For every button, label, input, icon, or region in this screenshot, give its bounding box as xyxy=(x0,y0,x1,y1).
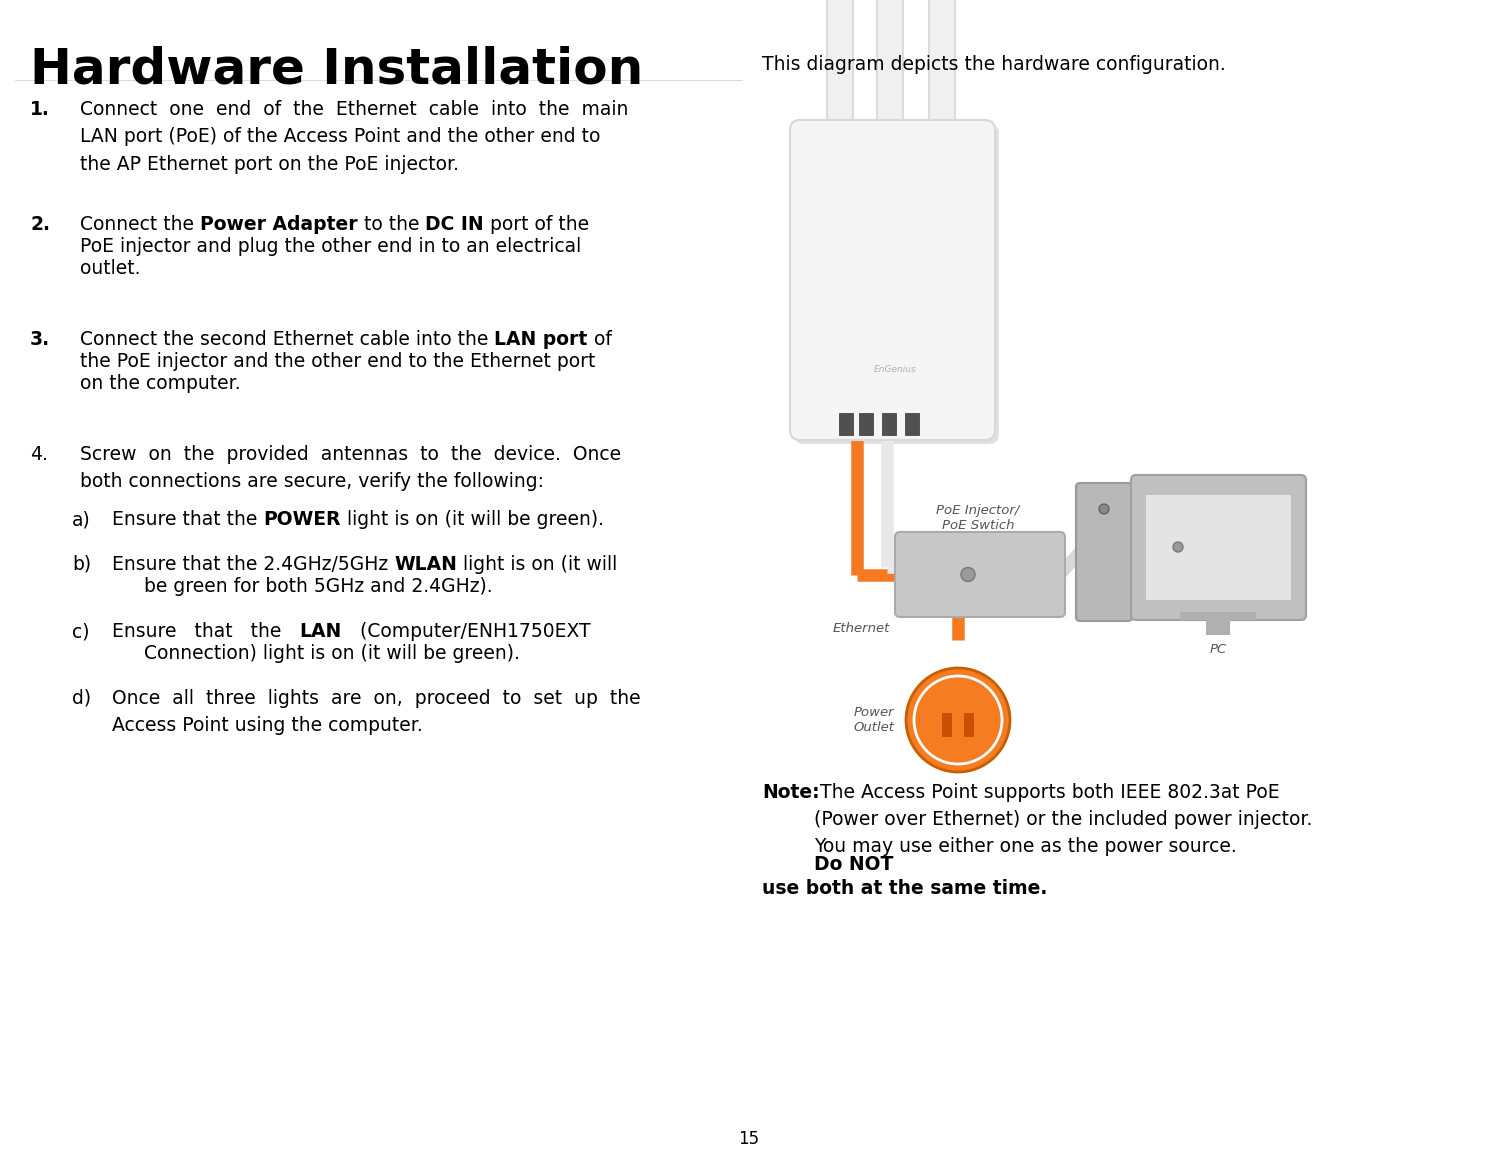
Text: 1.: 1. xyxy=(30,100,49,120)
Text: 4.: 4. xyxy=(30,445,48,464)
Text: This diagram depicts the hardware configuration.: This diagram depicts the hardware config… xyxy=(762,55,1225,74)
Circle shape xyxy=(1100,504,1109,515)
Text: Screw  on  the  provided  antennas  to  the  device.  Once
both connections are : Screw on the provided antennas to the de… xyxy=(79,445,622,491)
FancyBboxPatch shape xyxy=(1076,483,1132,621)
Text: 2.: 2. xyxy=(30,214,49,234)
Text: LAN port: LAN port xyxy=(494,331,587,349)
Text: Power
Outlet: Power Outlet xyxy=(852,706,894,734)
Text: Hardware Installation: Hardware Installation xyxy=(30,45,643,93)
FancyBboxPatch shape xyxy=(942,713,953,737)
Text: Ensure   that   the: Ensure that the xyxy=(112,622,300,641)
Text: light is on (it will: light is on (it will xyxy=(457,556,617,574)
FancyBboxPatch shape xyxy=(965,713,974,737)
Text: the PoE injector and the other end to the Ethernet port: the PoE injector and the other end to th… xyxy=(79,352,595,372)
Text: use both at the same time.: use both at the same time. xyxy=(762,879,1047,898)
Text: The Access Point supports both IEEE 802.3at PoE
(Power over Ethernet) or the inc: The Access Point supports both IEEE 802.… xyxy=(813,783,1312,857)
Text: be green for both 5GHz and 2.4GHz).: be green for both 5GHz and 2.4GHz). xyxy=(144,577,493,597)
Bar xyxy=(882,413,896,435)
Text: Ensure that the 2.4GHz/5GHz: Ensure that the 2.4GHz/5GHz xyxy=(112,556,394,574)
FancyBboxPatch shape xyxy=(794,124,999,444)
Bar xyxy=(858,413,873,435)
Text: PoE injector and plug the other end in to an electrical: PoE injector and plug the other end in t… xyxy=(79,237,581,255)
Text: outlet.: outlet. xyxy=(79,259,141,278)
FancyBboxPatch shape xyxy=(876,0,903,130)
Text: Note:: Note: xyxy=(762,783,819,802)
Bar xyxy=(1206,615,1230,635)
Text: port of the: port of the xyxy=(484,214,589,234)
FancyBboxPatch shape xyxy=(929,0,956,130)
Text: d): d) xyxy=(72,689,91,708)
Text: a): a) xyxy=(72,510,91,529)
Circle shape xyxy=(962,567,975,581)
Text: LAN: LAN xyxy=(300,622,342,641)
Text: WLAN: WLAN xyxy=(394,556,457,574)
Text: to the: to the xyxy=(358,214,425,234)
Text: Ensure that the: Ensure that the xyxy=(112,510,264,529)
Text: EnGenius: EnGenius xyxy=(873,366,917,375)
Text: Connect the: Connect the xyxy=(79,214,201,234)
Text: Connection) light is on (it will be green).: Connection) light is on (it will be gree… xyxy=(144,643,520,663)
Bar xyxy=(839,413,852,435)
Bar xyxy=(905,413,918,435)
FancyBboxPatch shape xyxy=(894,532,1065,616)
Text: on the computer.: on the computer. xyxy=(79,374,241,393)
Circle shape xyxy=(906,668,1010,772)
Text: 15: 15 xyxy=(739,1130,759,1149)
Text: Connect  one  end  of  the  Ethernet  cable  into  the  main
LAN port (PoE) of t: Connect one end of the Ethernet cable in… xyxy=(79,100,628,173)
Text: Power Adapter: Power Adapter xyxy=(201,214,358,234)
Text: DC IN: DC IN xyxy=(425,214,484,234)
Text: 3.: 3. xyxy=(30,331,49,349)
Text: of: of xyxy=(587,331,611,349)
FancyBboxPatch shape xyxy=(789,120,995,440)
Bar xyxy=(1180,612,1255,620)
Text: b): b) xyxy=(72,556,91,574)
Text: light is on (it will be green).: light is on (it will be green). xyxy=(342,510,604,529)
Bar xyxy=(1146,495,1291,600)
Circle shape xyxy=(1173,541,1183,552)
Text: c): c) xyxy=(72,622,90,641)
FancyBboxPatch shape xyxy=(827,0,852,130)
Text: Do NOT: Do NOT xyxy=(813,856,893,874)
FancyBboxPatch shape xyxy=(1131,475,1306,620)
Text: Ethernet: Ethernet xyxy=(833,622,890,635)
Text: (Computer/ENH1750EXT: (Computer/ENH1750EXT xyxy=(342,622,590,641)
Text: Once  all  three  lights  are  on,  proceed  to  set  up  the
Access Point using: Once all three lights are on, proceed to… xyxy=(112,689,641,735)
Text: PoE Injector/
PoE Swtich: PoE Injector/ PoE Swtich xyxy=(936,504,1020,532)
Text: PC: PC xyxy=(1209,643,1227,656)
Text: Connect the second Ethernet cable into the: Connect the second Ethernet cable into t… xyxy=(79,331,494,349)
Text: POWER: POWER xyxy=(264,510,342,529)
